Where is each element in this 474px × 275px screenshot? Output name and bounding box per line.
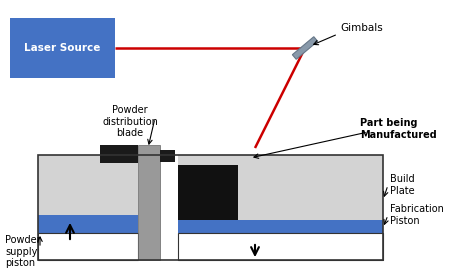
Text: Powder
distribution
blade: Powder distribution blade bbox=[102, 105, 158, 138]
Bar bbox=[100, 145, 138, 163]
Bar bbox=[178, 233, 383, 260]
Bar bbox=[178, 195, 383, 220]
Bar bbox=[38, 233, 138, 260]
Text: Gimbals: Gimbals bbox=[340, 23, 383, 33]
Bar bbox=[238, 155, 383, 220]
Text: Part being
Manufactured: Part being Manufactured bbox=[360, 118, 437, 140]
Text: Build
Plate: Build Plate bbox=[390, 174, 415, 196]
Bar bbox=[38, 155, 383, 260]
Bar bbox=[138, 145, 160, 260]
Bar bbox=[178, 155, 238, 165]
Bar bbox=[38, 215, 138, 233]
Text: Powder
supply
piston: Powder supply piston bbox=[5, 235, 41, 268]
Text: Fabrication
Piston: Fabrication Piston bbox=[390, 204, 444, 226]
Bar bbox=[160, 150, 175, 162]
Text: Laser Source: Laser Source bbox=[24, 43, 100, 53]
Bar bbox=[178, 215, 383, 233]
Bar bbox=[38, 155, 138, 220]
Bar bbox=[178, 165, 238, 220]
Bar bbox=[178, 155, 383, 220]
Polygon shape bbox=[292, 37, 318, 59]
Bar bbox=[10, 18, 115, 78]
